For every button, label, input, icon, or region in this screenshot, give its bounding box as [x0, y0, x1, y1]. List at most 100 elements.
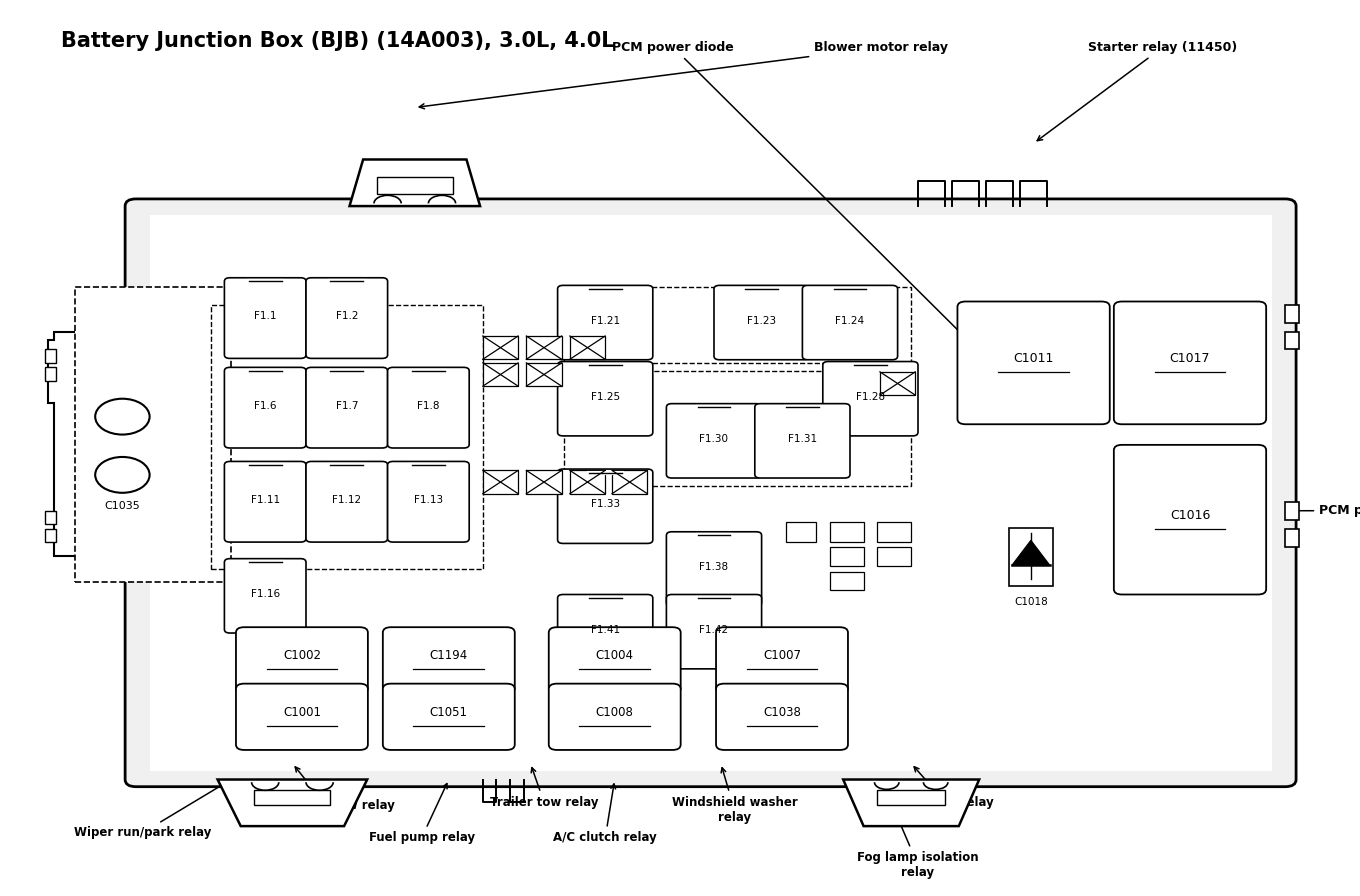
- Bar: [1285, 332, 1299, 349]
- FancyBboxPatch shape: [306, 278, 388, 358]
- Text: C1016: C1016: [1170, 509, 1210, 521]
- Bar: [564, 371, 911, 486]
- Bar: [1285, 529, 1299, 547]
- Bar: [877, 522, 911, 542]
- FancyBboxPatch shape: [823, 361, 918, 435]
- Text: F1.8: F1.8: [418, 401, 439, 411]
- Text: C1194: C1194: [430, 650, 468, 662]
- Text: C1011: C1011: [1013, 352, 1054, 365]
- Text: F1.23: F1.23: [747, 315, 777, 326]
- FancyBboxPatch shape: [224, 367, 306, 448]
- FancyBboxPatch shape: [715, 684, 849, 750]
- Text: PCM power relay: PCM power relay: [1289, 504, 1360, 517]
- FancyBboxPatch shape: [306, 461, 388, 542]
- Bar: [377, 177, 453, 194]
- FancyBboxPatch shape: [125, 199, 1296, 787]
- Bar: [150, 215, 1272, 771]
- Text: C1038: C1038: [763, 706, 801, 719]
- Text: Trailer tow relay: Trailer tow relay: [490, 768, 598, 809]
- Text: C1007: C1007: [763, 650, 801, 662]
- FancyBboxPatch shape: [558, 470, 653, 543]
- Text: A/C clutch relay: A/C clutch relay: [554, 784, 657, 845]
- Bar: [45, 511, 56, 524]
- Bar: [880, 372, 915, 395]
- Bar: [1009, 528, 1053, 586]
- Text: F1.28: F1.28: [855, 392, 885, 402]
- Text: F1.21: F1.21: [590, 315, 620, 326]
- FancyBboxPatch shape: [388, 367, 469, 448]
- Text: C1004: C1004: [596, 650, 634, 662]
- Bar: [483, 336, 518, 359]
- FancyBboxPatch shape: [666, 403, 762, 478]
- Text: C1018: C1018: [1015, 597, 1047, 607]
- Text: F1.30: F1.30: [699, 434, 729, 444]
- FancyBboxPatch shape: [558, 361, 653, 435]
- FancyBboxPatch shape: [548, 627, 681, 694]
- Text: F1.1: F1.1: [254, 311, 276, 322]
- Text: Fog lamp isolation
relay: Fog lamp isolation relay: [857, 784, 979, 879]
- Text: Wiper run/park relay: Wiper run/park relay: [73, 782, 227, 840]
- FancyBboxPatch shape: [802, 285, 898, 359]
- Bar: [526, 470, 562, 494]
- Text: F1.24: F1.24: [835, 315, 865, 326]
- Bar: [1285, 305, 1299, 323]
- Bar: [45, 349, 56, 363]
- Polygon shape: [350, 159, 480, 206]
- Text: PCM power diode: PCM power diode: [612, 40, 966, 337]
- FancyBboxPatch shape: [558, 595, 653, 668]
- Text: C1051: C1051: [430, 706, 468, 719]
- Text: C1035: C1035: [105, 501, 140, 512]
- Bar: [570, 336, 605, 359]
- Text: Fuel pump relay: Fuel pump relay: [369, 784, 475, 845]
- Bar: [526, 363, 562, 386]
- FancyBboxPatch shape: [666, 595, 762, 668]
- Bar: [877, 790, 945, 805]
- Text: C1002: C1002: [283, 650, 321, 662]
- Polygon shape: [843, 780, 979, 826]
- Text: F1.42: F1.42: [699, 625, 729, 635]
- Text: Wiper high/low relay: Wiper high/low relay: [258, 767, 394, 813]
- FancyBboxPatch shape: [715, 627, 849, 694]
- Bar: [830, 572, 864, 590]
- FancyBboxPatch shape: [558, 285, 653, 359]
- FancyBboxPatch shape: [224, 559, 306, 633]
- Text: F1.7: F1.7: [336, 401, 358, 411]
- Bar: [211, 305, 483, 569]
- Text: Starter relay (11450): Starter relay (11450): [1038, 40, 1238, 141]
- FancyBboxPatch shape: [306, 367, 388, 448]
- Bar: [1285, 502, 1299, 520]
- Bar: [786, 522, 816, 542]
- FancyBboxPatch shape: [548, 684, 681, 750]
- Polygon shape: [1012, 540, 1050, 565]
- Text: F1.16: F1.16: [250, 589, 280, 599]
- Text: F1.33: F1.33: [590, 499, 620, 510]
- Text: Battery Junction Box (BJB) (14A003), 3.0L, 4.0L: Battery Junction Box (BJB) (14A003), 3.0…: [61, 31, 615, 51]
- Bar: [254, 790, 330, 805]
- Text: F1.41: F1.41: [590, 625, 620, 635]
- Text: F1.11: F1.11: [250, 495, 280, 505]
- Text: Blower motor relay: Blower motor relay: [419, 40, 948, 108]
- Bar: [483, 363, 518, 386]
- Bar: [830, 547, 864, 566]
- FancyBboxPatch shape: [1114, 301, 1266, 425]
- FancyBboxPatch shape: [388, 461, 469, 542]
- Bar: [45, 529, 56, 542]
- Bar: [877, 547, 911, 566]
- Bar: [526, 336, 562, 359]
- FancyBboxPatch shape: [755, 403, 850, 478]
- Text: C1017: C1017: [1170, 352, 1210, 365]
- Bar: [612, 470, 647, 494]
- FancyBboxPatch shape: [714, 285, 809, 359]
- FancyBboxPatch shape: [224, 278, 306, 358]
- Bar: [830, 522, 864, 542]
- FancyBboxPatch shape: [957, 301, 1110, 425]
- FancyBboxPatch shape: [384, 684, 515, 750]
- Bar: [564, 287, 911, 363]
- Text: F1.12: F1.12: [332, 495, 362, 505]
- FancyBboxPatch shape: [1114, 445, 1266, 595]
- Text: F1.38: F1.38: [699, 562, 729, 573]
- FancyBboxPatch shape: [237, 627, 367, 694]
- FancyBboxPatch shape: [384, 627, 515, 694]
- Bar: [570, 470, 605, 494]
- Text: F1.6: F1.6: [254, 401, 276, 411]
